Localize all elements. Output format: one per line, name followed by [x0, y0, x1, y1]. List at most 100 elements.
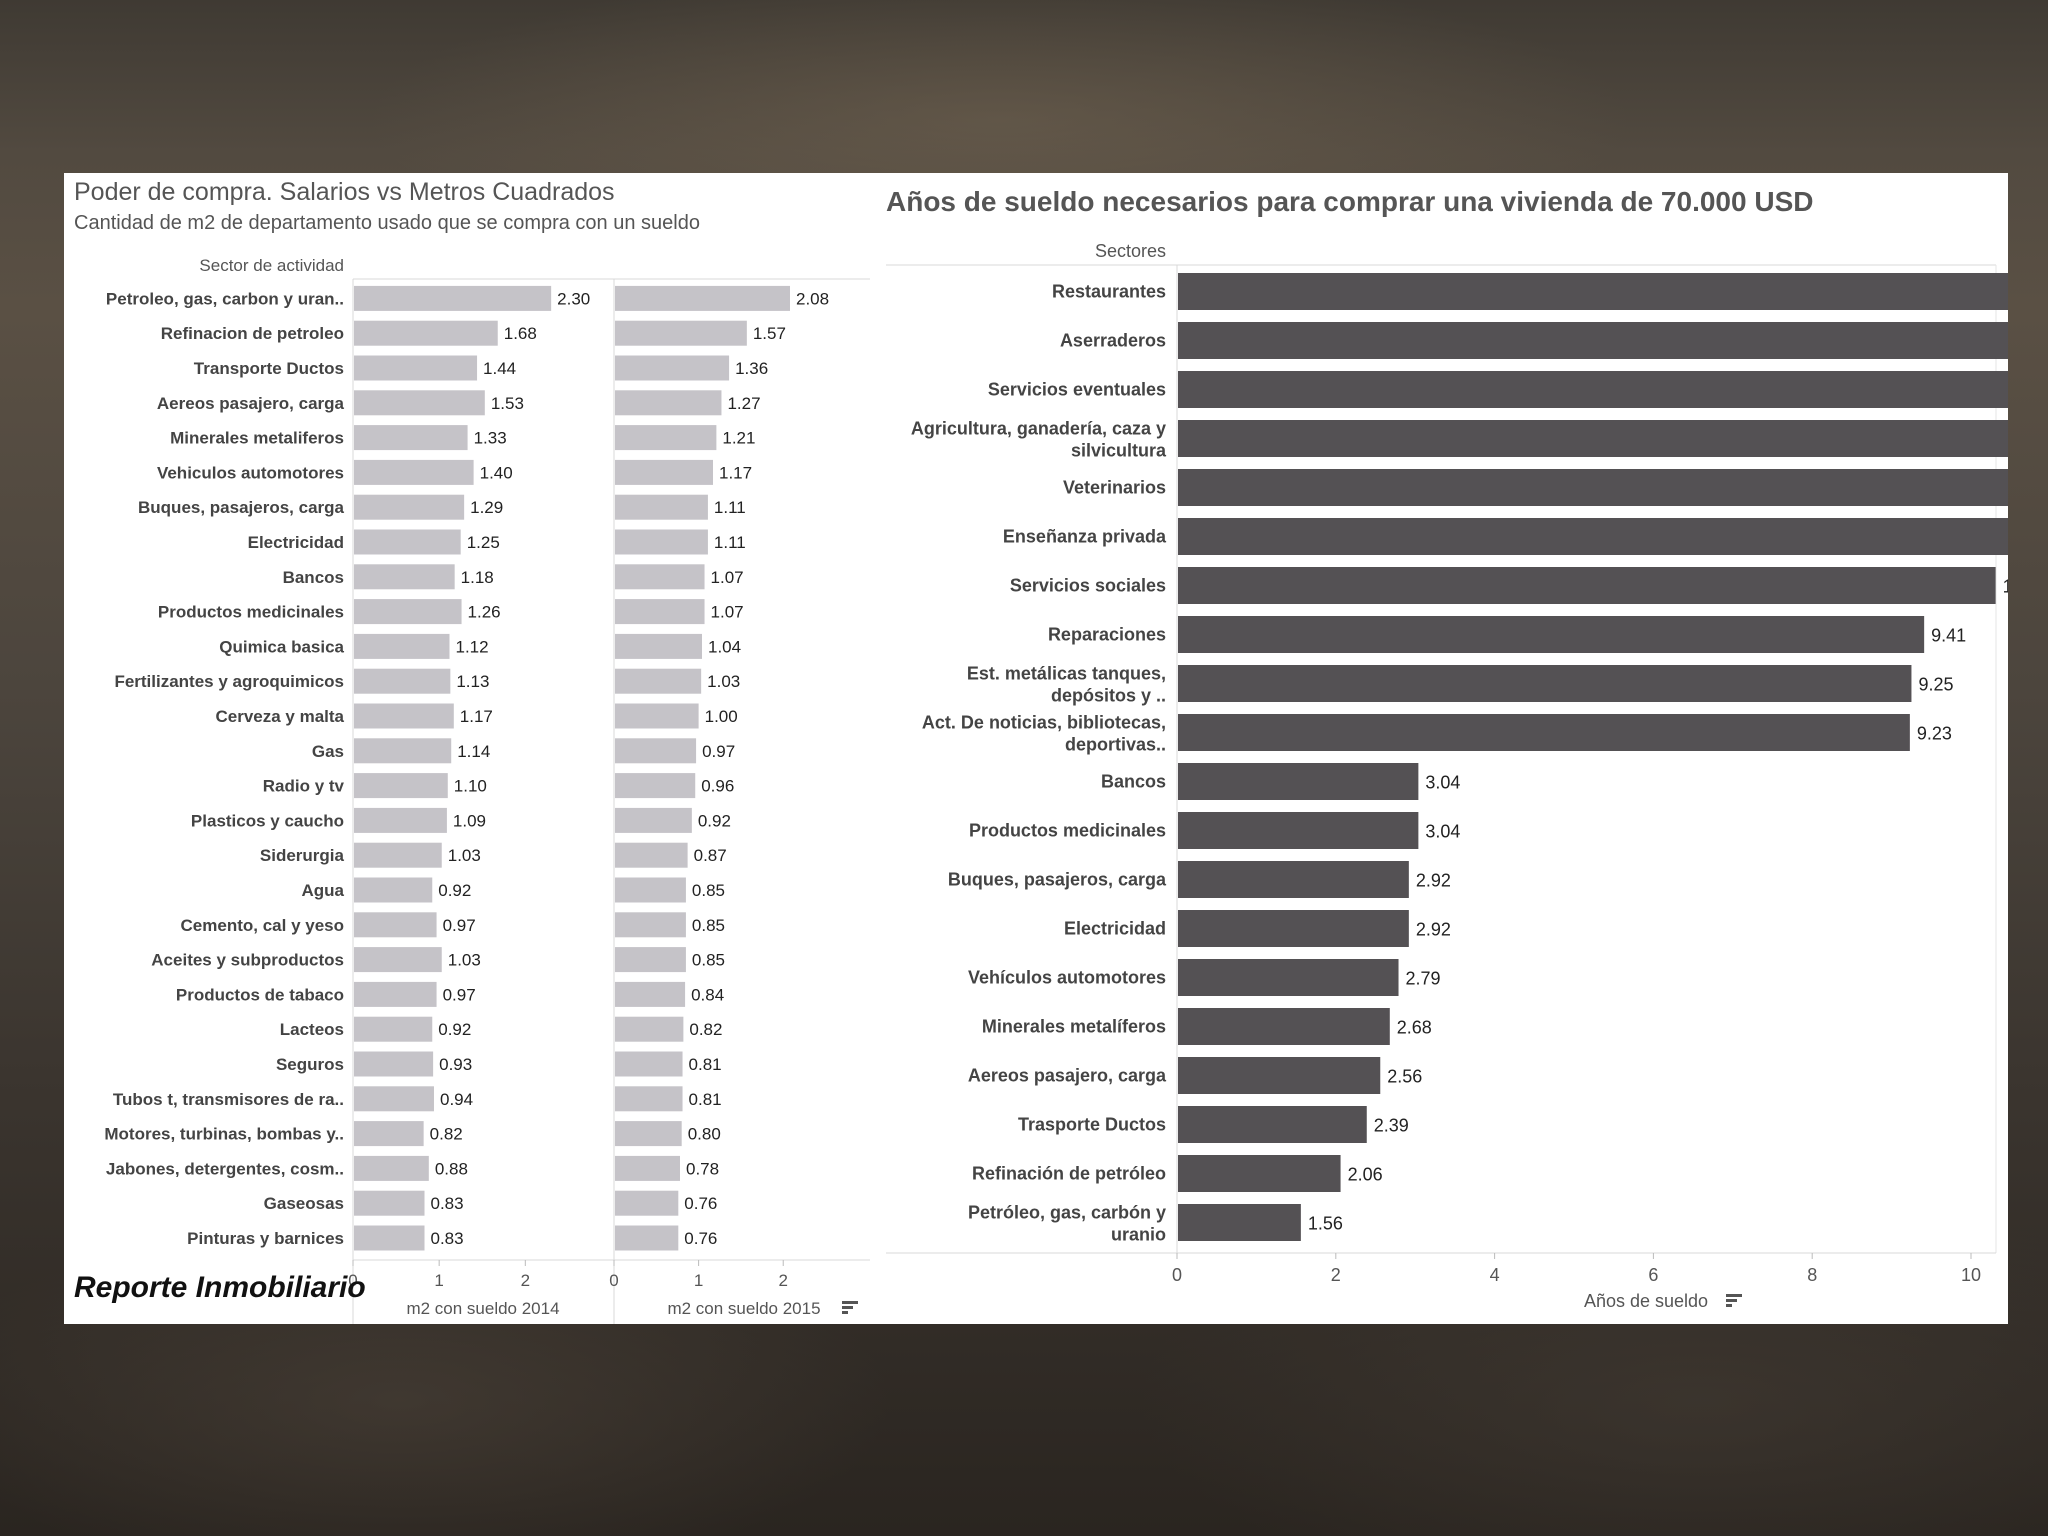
left-category-label: Siderurgia	[260, 846, 345, 865]
right-bar	[1178, 518, 2048, 555]
left-bar-value-label: 1.17	[460, 707, 493, 726]
left-bar-value-label: 0.92	[438, 881, 471, 900]
left-category-label: Cemento, cal y yeso	[181, 916, 344, 935]
right-category-label: Agricultura, ganadería, caza y	[911, 419, 1166, 439]
right-category-label: silvicultura	[1071, 441, 1167, 461]
left-bar-value-label: 0.85	[692, 881, 725, 900]
left-bar	[354, 459, 474, 485]
right-category-label: Restaurantes	[1052, 282, 1166, 302]
right-bar	[1178, 1204, 1301, 1241]
left-category-label: Gaseosas	[264, 1194, 344, 1213]
left-bar	[615, 529, 708, 555]
left-category-label: Fertilizantes y agroquimicos	[114, 672, 344, 691]
right-axis-title: Años de sueldo	[1584, 1291, 1708, 1311]
left-bar-value-label: 0.81	[689, 1055, 722, 1074]
left-category-label: Productos medicinales	[158, 603, 344, 622]
left-bar	[354, 1155, 429, 1181]
left-axis-tick-label: 0	[609, 1271, 618, 1290]
sort-icon	[1726, 1294, 1742, 1307]
right-axis-tick-label: 10	[1961, 1265, 1981, 1285]
left-bar-value-label: 0.81	[689, 1090, 722, 1109]
right-category-label: Reparaciones	[1048, 625, 1166, 645]
left-axis-tick-label: 0	[348, 1271, 357, 1290]
left-bar-value-label: 1.57	[753, 324, 786, 343]
left-bar	[615, 877, 686, 903]
left-category-label: Lacteos	[280, 1020, 344, 1039]
left-bar-value-label: 1.14	[457, 742, 490, 761]
charts-panel: Poder de compra. Salarios vs Metros Cuad…	[64, 173, 2048, 1324]
left-bar-value-label: 1.53	[491, 394, 524, 413]
left-bar-value-label: 0.82	[689, 1020, 722, 1039]
right-bar	[1178, 665, 1912, 702]
right-category-label: deportivas..	[1065, 735, 1166, 755]
right-bar-value-label: 9.25	[1918, 675, 1953, 695]
left-bar-value-label: 1.40	[480, 463, 513, 482]
left-bar	[615, 425, 717, 451]
left-bar	[615, 773, 696, 799]
right-chart: 12.76Restaurantes12.58Aserraderos12.03Se…	[886, 265, 2048, 1311]
left-bar	[354, 355, 478, 381]
right-bar-value-label: 2.92	[1416, 871, 1451, 891]
left-bar	[615, 668, 702, 694]
left-bar-value-label: 2.08	[796, 289, 829, 308]
right-bar-value-label: 9.23	[1917, 724, 1952, 744]
left-bar	[354, 494, 465, 520]
left-bar	[615, 1121, 682, 1147]
right-axis-tick-label: 8	[1807, 1265, 1817, 1285]
left-category-label: Electricidad	[248, 533, 344, 552]
left-bar	[615, 1086, 683, 1112]
left-bar-value-label: 1.03	[448, 951, 481, 970]
sort-icon-bar-3	[842, 1311, 848, 1314]
right-category-label: Veterinarios	[1063, 478, 1166, 498]
right-category-label: Minerales metalíferos	[982, 1017, 1166, 1037]
left-bar-value-label: 1.21	[722, 429, 755, 448]
left-bar	[615, 807, 692, 833]
left-bar-value-label: 1.36	[735, 359, 768, 378]
right-category-label: Est. metálicas tanques,	[967, 664, 1166, 684]
left-bar	[615, 1155, 680, 1181]
left-bar-value-label: 1.12	[455, 637, 488, 656]
left-bar	[615, 355, 730, 381]
right-bar	[1178, 1057, 1381, 1094]
left-bar	[354, 1016, 433, 1042]
left-bar	[615, 1225, 679, 1251]
left-bar	[615, 981, 686, 1007]
left-category-label: Motores, turbinas, bombas y..	[104, 1125, 344, 1144]
left-bar-value-label: 1.07	[711, 568, 744, 587]
left-row-header: Sector de actividad	[199, 256, 344, 275]
right-category-label: Petróleo, gas, carbón y	[968, 1203, 1166, 1223]
right-axis-tick-label: 6	[1648, 1265, 1658, 1285]
sort-icon-bar-1	[842, 1301, 858, 1304]
left-chart-title: Poder de compra. Salarios vs Metros Cuad…	[74, 178, 615, 206]
right-bar-value-label: 2.68	[1397, 1018, 1432, 1038]
left-axis-tick-label: 1	[694, 1271, 703, 1290]
sort-icon-bar-1	[1726, 1294, 1742, 1297]
left-axis-tick-label: 2	[521, 1271, 530, 1290]
left-axis-title: m2 con sueldo 2014	[406, 1299, 559, 1318]
right-category-label: Productos medicinales	[969, 821, 1166, 841]
left-bar-value-label: 1.29	[470, 498, 503, 517]
left-bar-value-label: 0.85	[692, 951, 725, 970]
right-bar	[1178, 910, 1409, 947]
right-bar	[1178, 959, 1399, 996]
left-bar-value-label: 1.25	[467, 533, 500, 552]
left-chart-subtitle: Cantidad de m2 de departamento usado que…	[74, 212, 700, 234]
left-bar-value-label: 0.87	[694, 846, 727, 865]
right-bar	[1178, 1155, 1341, 1192]
left-bar-value-label: 0.94	[440, 1090, 473, 1109]
left-category-label: Vehiculos automotores	[157, 463, 344, 482]
left-bar-value-label: 1.11	[714, 498, 746, 517]
right-category-label: Bancos	[1101, 772, 1166, 792]
reporte-inmobiliario-logo: Reporte Inmobiliario	[74, 1271, 366, 1304]
right-bar-value-label: 2.92	[1416, 920, 1451, 940]
right-bar	[1178, 273, 2048, 310]
right-row-header: Sectores	[1095, 241, 1166, 261]
left-bar	[354, 1121, 424, 1147]
left-category-label: Radio y tv	[263, 777, 345, 796]
right-bar-value-label: 9.41	[1931, 626, 1966, 646]
right-bar	[1178, 1106, 1367, 1143]
left-bar-value-label: 1.44	[483, 359, 516, 378]
left-bar	[354, 947, 442, 973]
left-category-label: Pinturas y barnices	[187, 1229, 344, 1248]
left-axis-title: m2 con sueldo 2015	[667, 1299, 820, 1318]
